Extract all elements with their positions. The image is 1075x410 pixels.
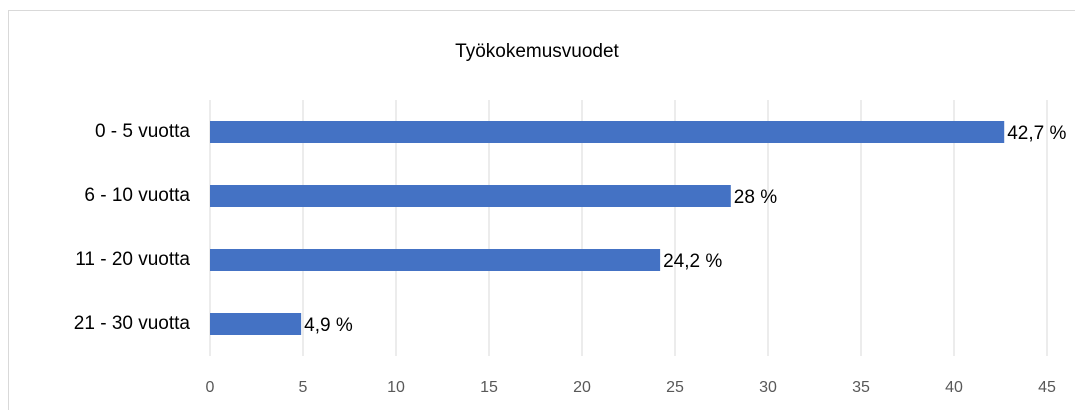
- bar: [210, 185, 731, 207]
- value-label: 42,7 %: [1007, 123, 1066, 144]
- x-tick-label: 30: [759, 379, 777, 396]
- y-tick-label: 21 - 30 vuotta: [74, 313, 191, 334]
- bar: [210, 313, 302, 335]
- x-tick-label: 25: [666, 379, 684, 396]
- x-tick-label: 5: [299, 379, 308, 396]
- chart-title: Työkokemusvuodet: [455, 41, 619, 62]
- x-tick-label: 15: [480, 379, 498, 396]
- y-tick-label: 6 - 10 vuotta: [84, 185, 190, 206]
- bar: [210, 249, 661, 271]
- x-tick-label: 0: [206, 379, 215, 396]
- bar: [210, 121, 1005, 143]
- x-tick-label: 20: [573, 379, 591, 396]
- y-tick-label: 0 - 5 vuotta: [95, 121, 190, 142]
- value-label: 4,9 %: [304, 315, 353, 336]
- x-tick-label: 10: [387, 379, 405, 396]
- x-tick-label: 40: [945, 379, 963, 396]
- value-label: 24,2 %: [663, 251, 722, 272]
- value-label: 28 %: [734, 187, 777, 208]
- chart-border: [8, 10, 1075, 410]
- y-tick-label: 11 - 20 vuotta: [75, 249, 190, 270]
- x-tick-label: 35: [852, 379, 870, 396]
- x-tick-label: 45: [1038, 379, 1056, 396]
